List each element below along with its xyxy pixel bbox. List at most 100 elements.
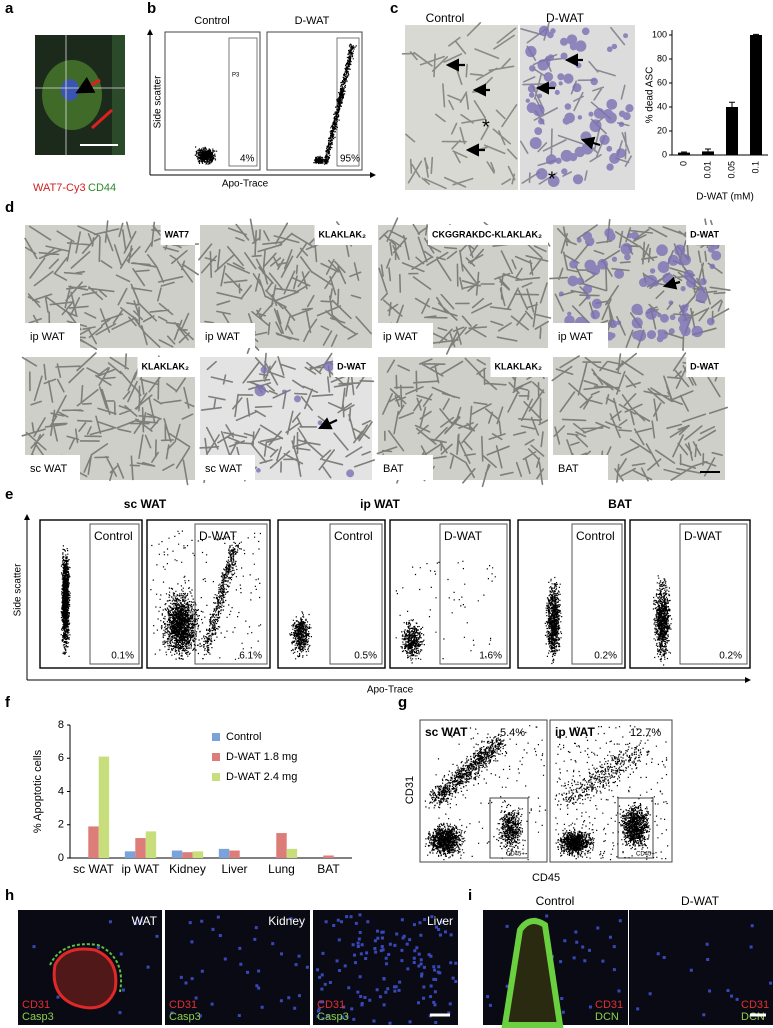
gate-label: Control	[334, 529, 373, 543]
group-title: sc WAT	[124, 497, 167, 511]
arrow	[662, 276, 681, 290]
gate-label: D-WAT	[684, 529, 723, 543]
plot-frame	[419, 719, 548, 863]
tissue-label: sc WAT	[30, 463, 68, 475]
plot-frame	[277, 519, 386, 669]
casp3	[49, 943, 122, 993]
error-bar	[705, 148, 711, 154]
stain-label: CD31	[169, 999, 197, 1011]
percent: 4%	[240, 154, 255, 165]
arrow	[90, 108, 114, 130]
percent: 0.2%	[594, 651, 617, 662]
fluorescence-image	[629, 910, 773, 1025]
arrow	[318, 417, 338, 430]
cells	[401, 22, 518, 190]
percent: 6.1%	[239, 651, 262, 662]
tissue-label: BAT	[558, 463, 579, 475]
dot-cloud	[544, 576, 563, 665]
fluorescence-image	[165, 910, 310, 1025]
panel-label: h	[5, 887, 14, 904]
panel-label: e	[5, 486, 13, 503]
bar	[88, 826, 99, 858]
image-title: Control	[426, 11, 465, 25]
dot-cloud	[652, 575, 673, 666]
bar	[750, 35, 762, 155]
gate	[89, 523, 140, 665]
dot-cloud	[424, 725, 546, 861]
y-tick-label: 40	[657, 101, 667, 111]
bar	[98, 756, 110, 858]
asterisk: *	[548, 168, 556, 190]
percent: 0.5%	[354, 651, 377, 662]
plot-frame	[39, 519, 143, 669]
gate-label: D-WAT	[444, 529, 483, 543]
dot-cloud	[60, 545, 71, 657]
gate-label: Control	[94, 529, 133, 543]
tissue-label: ip WAT	[30, 331, 65, 343]
percent: 1.6%	[479, 651, 502, 662]
cells	[198, 218, 372, 354]
bar	[135, 838, 146, 858]
x-tick-label: BAT	[317, 862, 340, 876]
stain-label: Casp3	[22, 1011, 54, 1023]
treatment-label: CKGGRAKDC-KLAKLAK₂	[432, 229, 542, 239]
stained-cells	[558, 226, 722, 348]
y-tick-label: 20	[657, 125, 667, 135]
gate	[194, 523, 268, 665]
label-box	[686, 357, 726, 377]
y-tick-label: 8	[58, 719, 64, 731]
group-title: BAT	[608, 497, 632, 511]
bar	[229, 850, 240, 858]
nuclei	[170, 915, 309, 1018]
y-tick-label: 6	[58, 752, 64, 764]
bar	[286, 848, 298, 858]
stain-label: CD31	[595, 999, 623, 1011]
treatment-label: D-WAT	[690, 361, 719, 371]
label-box	[333, 357, 373, 377]
y-tick-label: 4	[58, 785, 64, 797]
panel-label: g	[398, 694, 407, 711]
side-view	[112, 35, 125, 155]
dot-cloud	[289, 611, 312, 660]
stain-label: Casp3	[169, 1011, 201, 1023]
plot-title: D-WAT	[295, 15, 330, 27]
axis-label: D-WAT (mM)	[696, 192, 754, 203]
gate	[489, 797, 529, 859]
percent: 12.7%	[630, 727, 661, 739]
panel-label: a	[5, 0, 14, 17]
tissue-label: Liver	[427, 914, 453, 928]
stain-label: WAT7-Cy3	[33, 182, 86, 194]
axis-label: Apo-Trace	[222, 179, 269, 190]
axis-label: Apo-Trace	[367, 685, 414, 696]
bar	[124, 851, 136, 858]
tissue-label: Kidney	[268, 914, 305, 928]
gate	[679, 523, 748, 665]
x-tick-label: Liver	[221, 862, 247, 876]
stain-label: CD31	[22, 999, 50, 1011]
plot-frame	[549, 719, 673, 863]
x-tick-label: 0.1	[750, 161, 760, 174]
label-box	[137, 357, 195, 377]
label-box	[378, 455, 433, 480]
label-box	[200, 455, 255, 480]
axis-label: Side scatter	[13, 563, 24, 616]
gate-label: Control	[576, 529, 615, 543]
percent: 5.4%	[500, 727, 525, 739]
arrow	[75, 76, 101, 94]
plot-title: Control	[194, 15, 229, 27]
bar	[218, 848, 230, 858]
dot-cloud	[194, 146, 218, 165]
legend-swatch	[212, 773, 220, 781]
panel-label: f	[5, 694, 11, 711]
y-tick-label: 80	[657, 53, 667, 63]
cells	[551, 352, 728, 483]
label-box	[25, 323, 80, 348]
percent: 0.2%	[719, 651, 742, 662]
tissue-label: WAT	[132, 914, 158, 928]
label-box	[686, 225, 726, 245]
treatment-label: D-WAT	[337, 361, 366, 371]
label-box	[553, 455, 608, 480]
legend-label: D-WAT 1.8 mg	[226, 751, 297, 763]
x-tick-label: sc WAT	[73, 862, 114, 876]
plot-frame	[146, 519, 271, 669]
